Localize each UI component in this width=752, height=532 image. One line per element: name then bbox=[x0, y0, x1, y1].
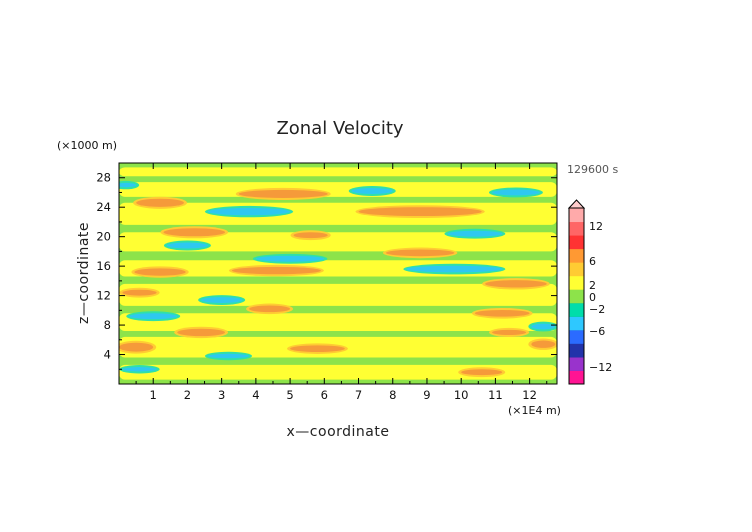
field-positive-region bbox=[485, 280, 547, 288]
y-tick-label: 28 bbox=[96, 171, 111, 185]
plot-frame bbox=[118, 162, 558, 385]
x-tick-label: 7 bbox=[355, 388, 362, 402]
colorbar-segment bbox=[569, 275, 584, 290]
field-negative-region bbox=[166, 242, 208, 249]
y-axis: 4 8 12 16 20 24 28 bbox=[96, 171, 557, 370]
colorbar-segment bbox=[569, 248, 584, 263]
field-negative-region bbox=[406, 265, 503, 273]
x-axis-label: x—coordinate bbox=[287, 424, 390, 440]
y-tick-label: 16 bbox=[96, 259, 111, 273]
field-positive-region bbox=[122, 289, 157, 296]
field-band-near-zero bbox=[119, 232, 557, 252]
colorbar-segment bbox=[569, 302, 584, 317]
x-tick-label: 6 bbox=[321, 388, 328, 402]
field-positive-region bbox=[531, 340, 556, 348]
colorbar-arrow-top bbox=[567, 199, 586, 209]
colorbar-tick-label: 2 bbox=[589, 279, 596, 292]
field-positive-region bbox=[293, 232, 328, 239]
field-positive-region bbox=[134, 268, 186, 276]
field-negative-region bbox=[447, 230, 503, 237]
field-negative-region bbox=[129, 313, 178, 320]
y-axis-label: z—coordinate bbox=[76, 222, 92, 324]
y-unit-label: (×1000 m) bbox=[57, 139, 117, 152]
y-tick-label: 4 bbox=[104, 348, 111, 362]
field-band-near-zero bbox=[119, 182, 557, 197]
x-tick-label: 4 bbox=[252, 388, 259, 402]
x-tick-label: 2 bbox=[184, 388, 191, 402]
field-negative-region bbox=[201, 297, 243, 303]
field-positive-region bbox=[238, 189, 328, 198]
colorbar-segment bbox=[569, 316, 584, 331]
colorbar-tick-label: −6 bbox=[589, 325, 605, 338]
field-positive-region bbox=[249, 305, 291, 313]
y-tick-label: 8 bbox=[104, 318, 111, 332]
x-tick-label: 1 bbox=[150, 388, 157, 402]
x-tick-label: 5 bbox=[286, 388, 293, 402]
x-tick-label: 8 bbox=[389, 388, 396, 402]
field-positive-region bbox=[491, 329, 527, 336]
field-positive-region bbox=[177, 328, 226, 337]
field-positive-region bbox=[163, 228, 226, 237]
field-negative-region bbox=[207, 207, 291, 216]
time-label: 129600 s bbox=[567, 163, 618, 176]
field-positive-region bbox=[358, 207, 482, 217]
field-band-near-zero bbox=[119, 313, 557, 331]
field-positive-region bbox=[474, 309, 530, 317]
x-tick-label: 9 bbox=[423, 388, 430, 402]
y-tick-label: 20 bbox=[96, 230, 111, 244]
field-negative-region bbox=[122, 367, 157, 372]
x-tick-label: 12 bbox=[522, 388, 537, 402]
field-negative-region bbox=[255, 255, 325, 262]
colorbar-segment bbox=[569, 208, 584, 223]
colorbar-segment bbox=[569, 329, 584, 344]
field-negative-region bbox=[207, 353, 250, 359]
colorbar: 12 6 20−2 −6 −12 bbox=[567, 199, 612, 385]
velocity-field bbox=[119, 163, 557, 384]
field-positive-region bbox=[136, 198, 185, 207]
colorbar-tick-label: 0 bbox=[589, 291, 596, 304]
colorbar-tick-label: −12 bbox=[589, 361, 612, 374]
field-band-near-zero bbox=[119, 364, 557, 380]
x-axis: 1 2 3 4 5 6 7 8 9 10 11 12 bbox=[135, 163, 548, 402]
y-tick-label: 12 bbox=[96, 289, 111, 303]
x-tick-label: 10 bbox=[454, 388, 469, 402]
field-band-near-zero bbox=[119, 202, 557, 225]
y-tick-label: 24 bbox=[96, 200, 111, 214]
x-tick-label: 11 bbox=[488, 388, 503, 402]
colorbar-segment bbox=[569, 370, 584, 385]
field-positive-region bbox=[231, 266, 321, 275]
colorbar-segment bbox=[569, 262, 584, 277]
field-positive-region bbox=[290, 345, 345, 352]
colorbar-segment bbox=[569, 289, 584, 304]
field-band-near-zero bbox=[119, 167, 557, 177]
field-negative-region bbox=[119, 182, 137, 188]
field-negative-region bbox=[351, 188, 393, 194]
x-unit-label: (×1E4 m) bbox=[508, 404, 561, 417]
field-positive-region bbox=[385, 249, 455, 257]
field-positive-region bbox=[119, 342, 154, 352]
colorbar-frame bbox=[568, 207, 585, 385]
colorbar-segment bbox=[569, 343, 584, 358]
field-negative-region bbox=[491, 189, 540, 196]
colorbar-segment bbox=[569, 356, 584, 371]
x-tick-label: 3 bbox=[218, 388, 225, 402]
field-negative-region bbox=[531, 323, 556, 330]
field-positive-region bbox=[461, 369, 503, 376]
chart-title: Zonal Velocity bbox=[276, 118, 403, 139]
colorbar-tick-label: 6 bbox=[589, 255, 596, 268]
colorbar-segment bbox=[569, 235, 584, 250]
colorbar-tick-label: 12 bbox=[589, 220, 603, 233]
colorbar-segment bbox=[569, 221, 584, 236]
colorbar-tick-label: −2 bbox=[589, 303, 605, 316]
